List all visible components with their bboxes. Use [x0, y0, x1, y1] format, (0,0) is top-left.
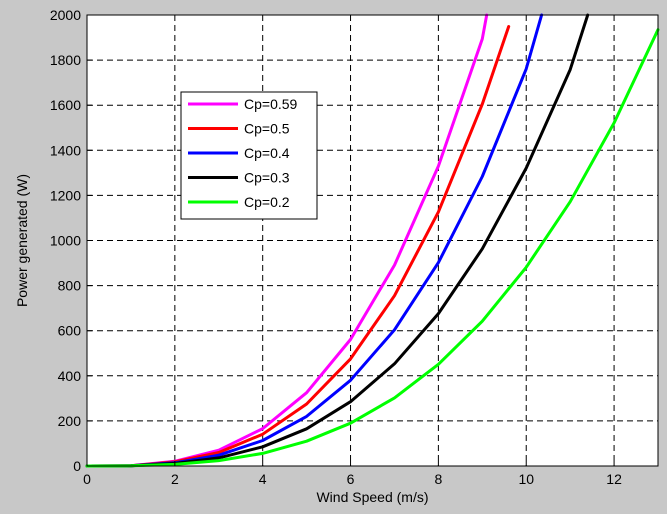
y-tick-label: 800 — [58, 278, 82, 294]
y-tick-label: 600 — [58, 323, 82, 339]
y-tick-label: 1200 — [50, 187, 81, 203]
x-tick-label: 12 — [606, 471, 622, 487]
legend-label-cp-0-5: Cp=0.5 — [244, 121, 290, 137]
axis-ticks: 0 2 4 6 8 10 12 0 200 400 600 800 1000 1200 1400 1600 18… — [50, 7, 622, 487]
x-tick-label: 2 — [171, 471, 179, 487]
x-tick-label: 0 — [83, 471, 91, 487]
grid-lines — [87, 15, 658, 466]
y-axis-label: Power generated (W) — [14, 174, 30, 307]
series-line-cp-0-2 — [85, 28, 660, 468]
legend-label-cp-0-2: Cp=0.2 — [244, 194, 290, 210]
x-tick-label: 8 — [434, 471, 442, 487]
y-tick-label: 1400 — [50, 142, 81, 158]
x-tick-label: 10 — [518, 471, 534, 487]
y-tick-label: 1000 — [50, 233, 81, 249]
legend-box — [180, 91, 318, 220]
y-tick-label: 200 — [58, 413, 82, 429]
legend-label-cp-0-59: Cp=0.59 — [244, 96, 298, 112]
y-tick-label: 400 — [58, 368, 82, 384]
y-tick-label: 1800 — [50, 52, 81, 68]
x-axis-label: Wind Speed (m/s) — [316, 489, 428, 505]
legend: Cp=0.59 Cp=0.5 Cp=0.4 Cp=0.3 Cp=0.2 — [180, 91, 318, 220]
legend-label-cp-0-4: Cp=0.4 — [244, 145, 290, 161]
legend-label-cp-0-3: Cp=0.3 — [244, 170, 290, 186]
y-tick-label: 2000 — [50, 7, 81, 23]
y-tick-label: 0 — [73, 458, 81, 474]
x-tick-label: 4 — [259, 471, 267, 487]
y-tick-label: 1600 — [50, 97, 81, 113]
x-tick-label: 6 — [347, 471, 355, 487]
